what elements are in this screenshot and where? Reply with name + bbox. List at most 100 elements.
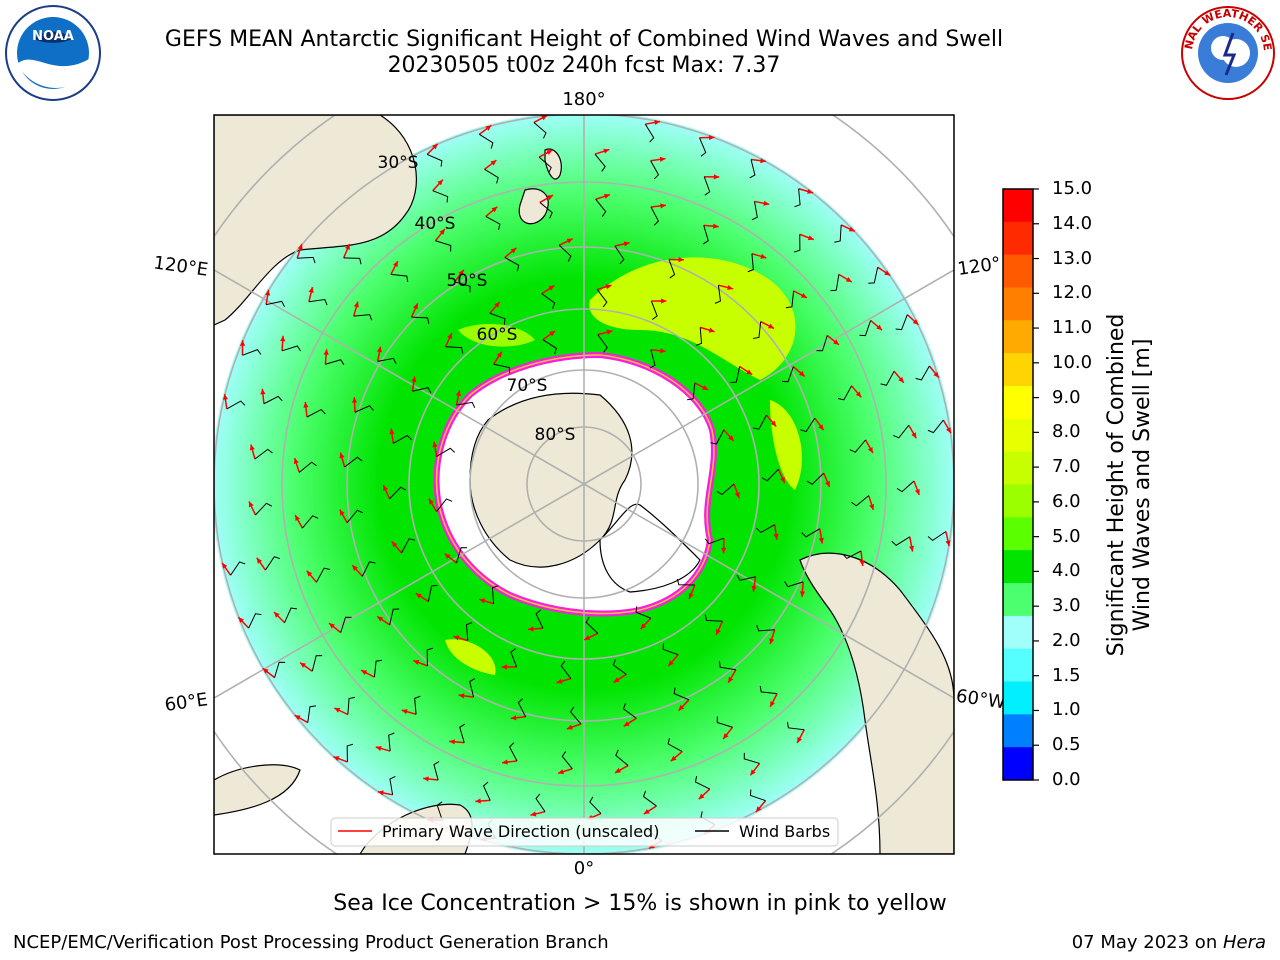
wave-arrowhead <box>606 329 613 335</box>
wave-arrowhead <box>273 612 280 618</box>
wave-arrowhead <box>262 668 269 674</box>
nws-logo: NATIONAL WEATHER SERVICE <box>1178 3 1275 100</box>
wave-arrowhead <box>222 562 228 569</box>
colorbar-segment <box>1003 386 1033 420</box>
wind-barb <box>668 259 676 279</box>
lat-label-60s: 60°S <box>477 325 518 345</box>
map-legend: Primary Wave Direction (unscaled) Wind B… <box>330 817 839 847</box>
lat-label-40s: 40°S <box>415 214 456 234</box>
footer-date: 07 May 2023 on Hera <box>1072 932 1266 953</box>
wave-arrowhead <box>265 289 271 296</box>
wind-barb <box>533 122 547 139</box>
wave-arrowhead <box>770 700 776 707</box>
wave-arrowhead <box>605 284 612 290</box>
wind-barb <box>436 801 443 821</box>
wind-barb <box>297 256 316 264</box>
wind-barb <box>479 133 494 149</box>
wave-arrowhead <box>566 724 573 730</box>
wind-barb <box>255 502 272 516</box>
wave-arrowhead <box>914 489 920 496</box>
wind-barb <box>597 334 608 353</box>
wind-barb <box>485 216 501 231</box>
wave-arrowhead <box>353 301 359 308</box>
wind-barb <box>389 608 400 625</box>
chart-subtitle: 20230505 t00z 240h fcst Max: 7.37 <box>387 53 781 78</box>
wave-high-region-north <box>458 324 535 347</box>
lat-label-80s: 80°S <box>535 425 576 445</box>
wind-barb <box>307 705 316 723</box>
wave-arrowhead <box>239 340 246 346</box>
colorbar-label-line1: Significant Height of Combined <box>1104 313 1129 657</box>
wind-barb <box>484 168 499 184</box>
wind-barb <box>306 408 326 418</box>
wave-arrowhead <box>351 397 358 403</box>
wind-barb <box>504 257 520 272</box>
wind-barb <box>435 240 452 252</box>
wind-barb <box>298 461 317 473</box>
wind-barb <box>361 561 376 577</box>
colorbar-segment <box>1003 648 1033 682</box>
wind-barb <box>635 606 652 619</box>
wave-arrowhead <box>908 545 915 552</box>
wave-arrowhead <box>713 174 720 180</box>
map-frame <box>213 114 955 855</box>
wave-arrowhead <box>912 319 919 325</box>
lon-label-60w: 60°W <box>955 686 1007 714</box>
wind-barb <box>427 584 438 602</box>
wave-arrowhead <box>413 303 418 310</box>
footer-machine: Hera <box>1222 932 1266 953</box>
wave-arrowhead <box>798 370 805 377</box>
wind-barb <box>650 300 658 320</box>
wave-arrowhead <box>502 759 508 765</box>
wave-max-region <box>589 257 796 380</box>
wave-arrowhead <box>688 592 694 599</box>
wind-barb <box>837 385 852 401</box>
wave-arrowhead <box>432 143 438 150</box>
wind-barb <box>784 581 804 588</box>
wind-barb <box>756 524 775 534</box>
colorbar-frame <box>1002 188 1034 781</box>
wave-arrowhead <box>222 394 229 400</box>
land-west-antarctica <box>599 503 701 593</box>
wind-barb <box>426 647 434 666</box>
wind-barb <box>756 625 775 632</box>
wind-barb <box>538 156 552 174</box>
wave-arrowhead <box>818 424 824 431</box>
wind-barb <box>752 321 762 339</box>
wave-arrowhead <box>423 776 429 782</box>
wind-barb <box>893 424 910 439</box>
wave-arrowhead <box>303 402 309 408</box>
colorbar-tick-label: 2.0 <box>1052 629 1081 651</box>
wave-arrowhead <box>760 253 767 259</box>
wind-barb <box>561 751 573 770</box>
wind-barb <box>510 648 518 668</box>
wave-arrowhead <box>294 715 301 721</box>
wind-barb <box>800 417 816 433</box>
wind-barb <box>650 206 660 226</box>
wave-arrowhead <box>444 553 451 560</box>
wave-arrowhead <box>770 420 777 427</box>
wind-barb <box>264 556 281 571</box>
wave-arrowhead <box>807 188 814 194</box>
wind-barb <box>716 483 735 496</box>
wind-barb <box>785 290 795 309</box>
wind-barb <box>263 395 283 405</box>
wave-arrowhead <box>485 125 492 131</box>
wind-barb <box>794 188 801 208</box>
wave-arrowhead <box>329 623 335 629</box>
wave-arrowhead <box>698 793 705 800</box>
wave-arrowhead <box>479 598 486 604</box>
wave-arrowhead <box>527 626 534 632</box>
wave-arrowhead <box>510 715 517 721</box>
lon-label-0: 0° <box>574 858 594 879</box>
wind-barb <box>343 257 362 265</box>
wind-barb <box>325 359 345 366</box>
wave-arrowhead <box>248 501 254 508</box>
wind-barb <box>388 732 395 752</box>
wave-arrowhead <box>640 623 647 630</box>
wind-barb <box>704 614 723 622</box>
wave-arrowhead <box>584 635 591 640</box>
wind-barb <box>716 716 733 728</box>
legend-wave-label: Primary Wave Direction (unscaled) <box>382 822 659 841</box>
wind-barb <box>377 357 397 365</box>
